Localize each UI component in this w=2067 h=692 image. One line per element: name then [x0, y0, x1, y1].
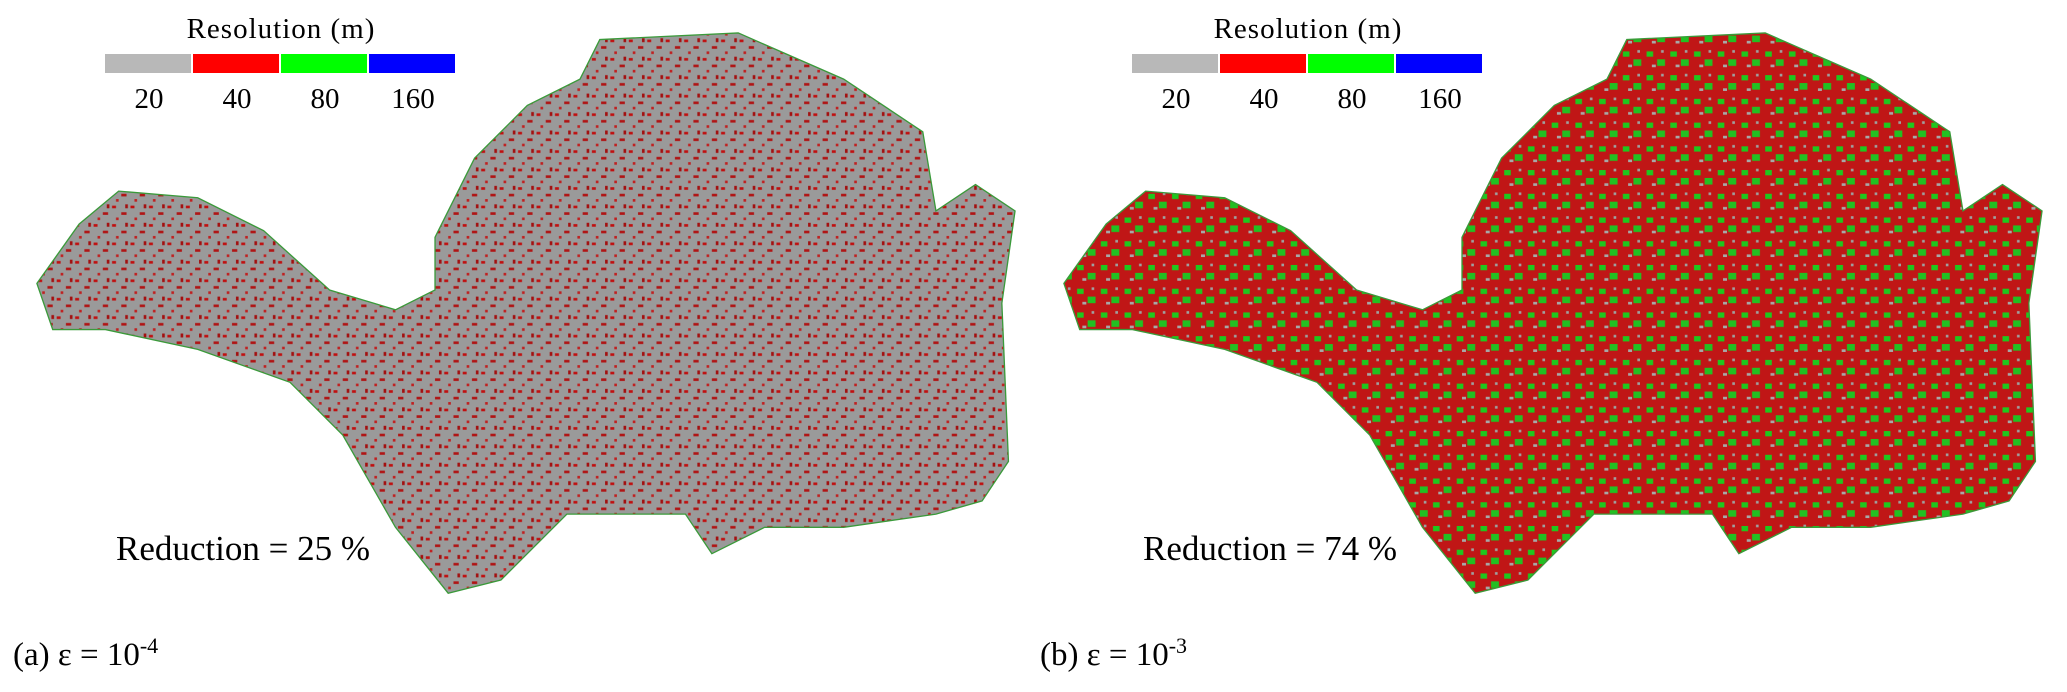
resolution-map [36, 32, 1016, 594]
legend-swatch [1220, 54, 1306, 73]
legend-title: Resolution (m) [1214, 13, 1403, 45]
caption-exponent: -3 [1169, 633, 1187, 658]
legend-swatch [1132, 54, 1218, 73]
legend-label: 80 [1338, 83, 1367, 115]
legend-swatch [369, 54, 455, 73]
caption-exponent: -4 [140, 633, 158, 658]
panel: Resolution (m) 20 40 80 160 Reduction = 25 % (… [13, 13, 1016, 674]
legend-label: 20 [135, 83, 164, 115]
caption-prefix: (a) ε = 10 [13, 637, 140, 673]
legend-swatch [193, 54, 279, 73]
legend-swatch [1396, 54, 1482, 73]
legend-swatch [105, 54, 191, 73]
legend-label: 160 [391, 83, 435, 115]
caption-prefix: (b) ε = 10 [1040, 637, 1169, 673]
caption: (a) ε = 10-4 [13, 633, 158, 674]
resolution-map [1063, 32, 2043, 594]
panel: Resolution (m) 20 40 80 160 Reduction = 74 % (… [1040, 13, 2043, 674]
caption: (b) ε = 10-3 [1040, 633, 1187, 674]
legend-label: 40 [223, 83, 252, 115]
legend-label: 160 [1418, 83, 1462, 115]
legend-label: 20 [1162, 83, 1191, 115]
legend-label: 40 [1250, 83, 1279, 115]
reduction-label: Reduction = 74 % [1143, 529, 1397, 568]
reduction-label: Reduction = 25 % [116, 529, 370, 568]
legend-swatch [281, 54, 367, 73]
legend-title: Resolution (m) [187, 13, 376, 45]
legend-label: 80 [311, 83, 340, 115]
legend-swatch [1308, 54, 1394, 73]
